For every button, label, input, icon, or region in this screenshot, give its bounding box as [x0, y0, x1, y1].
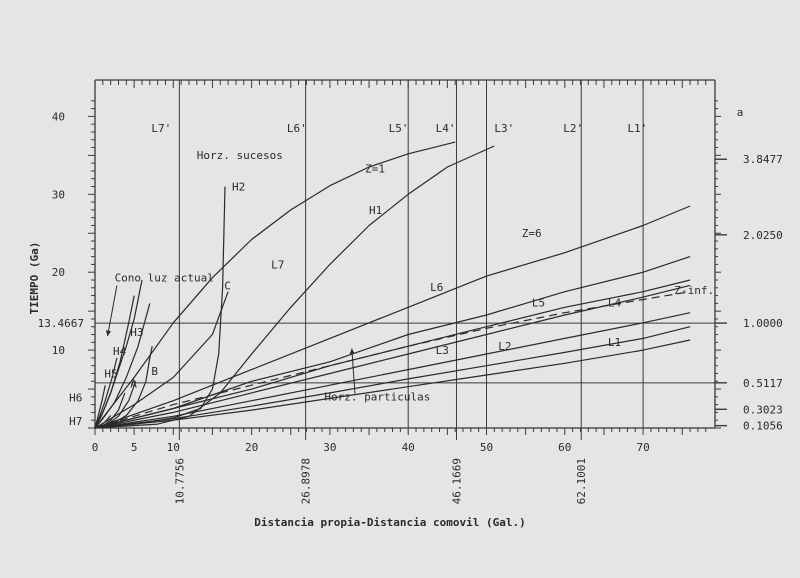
right-tick-label: 2.0250: [743, 229, 783, 242]
curve-label: H4: [113, 345, 127, 358]
curve-label: A: [130, 377, 137, 390]
x-tick-label: 70: [636, 441, 649, 454]
curve-label: L6': [287, 122, 307, 135]
series-line: [94, 339, 691, 429]
right-tick-label: 1.0000: [743, 317, 783, 330]
series-line: [94, 145, 495, 429]
curve-label: H6: [69, 392, 82, 405]
series-line: [94, 312, 691, 429]
vertical-value-label: 46.1669: [450, 458, 463, 504]
curve-label: Z=1: [365, 162, 385, 175]
curve-label: L7': [151, 122, 171, 135]
series-line: [94, 346, 153, 429]
x-tick-label: 10: [167, 441, 180, 454]
light-cone-line: [94, 303, 151, 429]
curve-label: L6: [430, 281, 443, 294]
curve-label: L3': [494, 122, 514, 135]
vertical-value-label: 10.7756: [173, 458, 186, 504]
series-line: [94, 256, 691, 429]
x-tick-label: 60: [558, 441, 571, 454]
curve-label: Z=6: [522, 227, 542, 240]
arrow-head: [349, 348, 355, 355]
x-tick-label: 30: [323, 441, 336, 454]
series-line: [94, 291, 691, 429]
curve-label: L2: [498, 340, 511, 353]
annotation-arrow: [351, 348, 356, 394]
labels-group: L7' L6' L5' L4' L3' L2' L1' Horz. sucesos H2 Z=1 H…: [69, 122, 714, 428]
vertical-value-label: 62.1001: [575, 458, 588, 504]
curve-label: Z-inf.: [674, 284, 714, 297]
curve-label: L1: [608, 336, 621, 349]
x-tick-label: 0: [92, 441, 99, 454]
curve-label: L2': [563, 122, 583, 135]
right-tick-label: 3.8477: [743, 153, 783, 166]
series-line: [94, 141, 456, 429]
series-line: [94, 326, 691, 429]
right-tick-label: 0.5117: [743, 377, 783, 390]
y-extra-tick-label: 13.4667: [38, 317, 84, 330]
right-tick-label: 0.1056: [743, 420, 783, 433]
curve-label: L5': [389, 122, 409, 135]
light-cone-line: [94, 295, 135, 429]
y-tick-label: 30: [52, 188, 65, 201]
right-tick-label: 0.3023: [743, 403, 783, 416]
curve-label: C: [224, 279, 231, 292]
x-tick-label: 50: [480, 441, 493, 454]
x-axis-label: Distancia propia-Distancia comovil (Gal.…: [254, 516, 526, 529]
light-cone-line: [94, 385, 106, 429]
curve-label: H5: [104, 367, 117, 380]
y-tick-label: 20: [52, 266, 65, 279]
series-line: [94, 284, 691, 429]
axes: 0 5 10 20 30 40 50 60 70 10 20 30 40 13.4667 3.8477 2.0…: [38, 79, 783, 504]
curve-label: Horz. particulas: [324, 391, 430, 404]
y-tick-label: 40: [52, 110, 65, 123]
series-line: [94, 205, 691, 429]
curve-label: B: [151, 365, 158, 378]
y-axis-label: TIEMPO (Ga): [28, 242, 41, 315]
series-line: [94, 392, 126, 429]
curve-label: H3: [130, 326, 143, 339]
curve-label: H2: [232, 180, 245, 193]
curve-label: H1: [369, 204, 382, 217]
curve-label: H7: [69, 415, 82, 428]
curve-label: L1': [627, 122, 647, 135]
x-tick-label: 5: [131, 441, 138, 454]
x-tick-label: 20: [245, 441, 258, 454]
light-cone-line: [94, 357, 118, 429]
curve-label: Cono luz actual: [115, 272, 214, 285]
x-tick-label: 40: [402, 441, 415, 454]
annotation-arrow: [107, 285, 118, 337]
curve-label: L4': [436, 122, 456, 135]
curve-label: L4: [608, 296, 622, 309]
right-axis-label: a: [737, 106, 744, 119]
y-tick-label: 10: [52, 344, 65, 357]
arrow-head: [105, 330, 112, 337]
curve-label: L7: [271, 258, 284, 271]
curve-label: Horz. sucesos: [197, 149, 283, 162]
series-group: [94, 141, 691, 429]
series-line: [94, 279, 691, 429]
curve-label: L5: [532, 296, 545, 309]
grid-lines: [95, 80, 715, 428]
curve-label: L3: [436, 344, 449, 357]
vertical-value-label: 26.8978: [300, 458, 313, 504]
